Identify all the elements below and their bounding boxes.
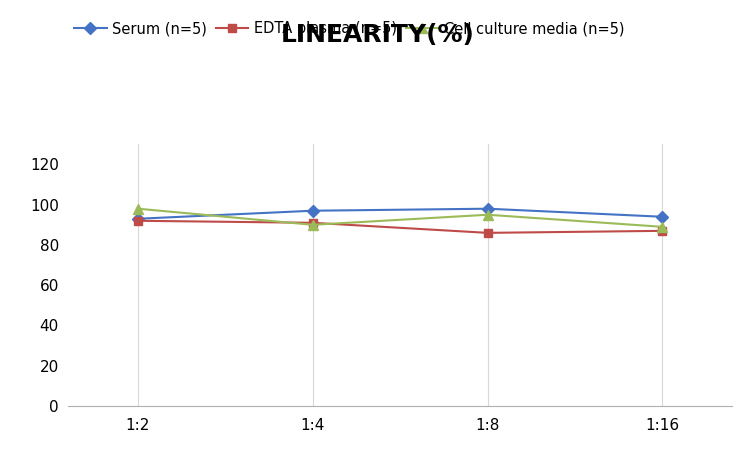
Cell culture media (n=5): [658, 224, 667, 230]
Serum (n=5): [483, 206, 492, 212]
Cell culture media (n=5): [308, 222, 317, 227]
EDTA plasma (n=5): [483, 230, 492, 235]
Line: EDTA plasma (n=5): EDTA plasma (n=5): [134, 216, 667, 237]
Serum (n=5): [658, 214, 667, 220]
Serum (n=5): [308, 208, 317, 213]
Serum (n=5): [134, 216, 143, 221]
EDTA plasma (n=5): [134, 218, 143, 224]
EDTA plasma (n=5): [308, 220, 317, 226]
Legend: Serum (n=5), EDTA plasma (n=5), Cell culture media (n=5): Serum (n=5), EDTA plasma (n=5), Cell cul…: [69, 16, 630, 42]
Line: Cell culture media (n=5): Cell culture media (n=5): [133, 204, 667, 232]
Cell culture media (n=5): [483, 212, 492, 217]
Text: LINEARITY(%): LINEARITY(%): [281, 23, 474, 46]
Line: Serum (n=5): Serum (n=5): [134, 205, 667, 223]
EDTA plasma (n=5): [658, 228, 667, 234]
Cell culture media (n=5): [134, 206, 143, 212]
